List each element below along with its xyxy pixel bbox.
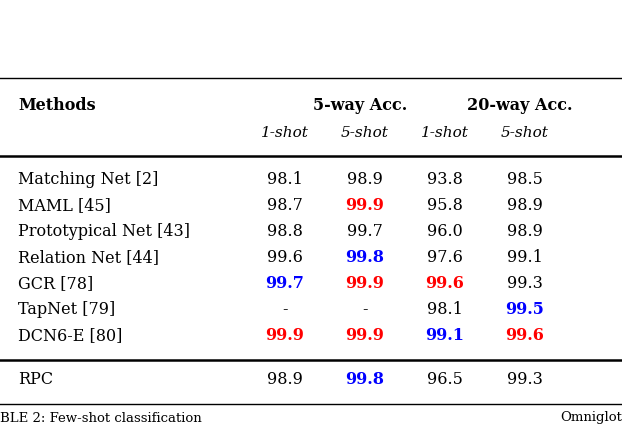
Text: 99.7: 99.7 [347, 223, 383, 241]
Text: 99.8: 99.8 [345, 250, 384, 267]
Text: 99.9: 99.9 [346, 276, 384, 292]
Text: 96.0: 96.0 [427, 223, 463, 241]
Text: TapNet [79]: TapNet [79] [18, 301, 115, 318]
Text: 98.9: 98.9 [347, 172, 383, 188]
Text: 98.8: 98.8 [267, 223, 303, 241]
Text: 98.9: 98.9 [267, 372, 303, 389]
Text: 99.9: 99.9 [346, 327, 384, 345]
Text: MAML [45]: MAML [45] [18, 197, 111, 214]
Text: 99.5: 99.5 [506, 301, 544, 318]
Text: 99.7: 99.7 [266, 276, 304, 292]
Text: Methods: Methods [18, 98, 96, 115]
Text: 5-shot: 5-shot [501, 126, 549, 140]
Text: 99.6: 99.6 [506, 327, 544, 345]
Text: 98.1: 98.1 [267, 172, 303, 188]
Text: 99.1: 99.1 [425, 327, 465, 345]
Text: BLE 2: Few-shot classification: BLE 2: Few-shot classification [0, 411, 202, 425]
Text: 95.8: 95.8 [427, 197, 463, 214]
Text: 99.9: 99.9 [346, 197, 384, 214]
Text: 99.6: 99.6 [425, 276, 465, 292]
Text: 96.5: 96.5 [427, 372, 463, 389]
Text: Matching Net [2]: Matching Net [2] [18, 172, 159, 188]
Text: 97.6: 97.6 [427, 250, 463, 267]
Text: 98.1: 98.1 [427, 301, 463, 318]
Text: DCN6-E [80]: DCN6-E [80] [18, 327, 123, 345]
Text: Relation Net [44]: Relation Net [44] [18, 250, 159, 267]
Text: RPC: RPC [18, 372, 53, 389]
Text: 98.5: 98.5 [507, 172, 543, 188]
Text: 98.9: 98.9 [507, 223, 543, 241]
Text: -: - [362, 301, 368, 318]
Text: 99.9: 99.9 [266, 327, 304, 345]
Text: 98.9: 98.9 [507, 197, 543, 214]
Text: 5-shot: 5-shot [341, 126, 389, 140]
Text: 93.8: 93.8 [427, 172, 463, 188]
Text: 99.1: 99.1 [507, 250, 543, 267]
Text: 1-shot: 1-shot [421, 126, 469, 140]
Text: 99.3: 99.3 [507, 276, 543, 292]
Text: 99.8: 99.8 [345, 372, 384, 389]
Text: 5-way Acc.: 5-way Acc. [313, 98, 407, 115]
Text: 1-shot: 1-shot [261, 126, 309, 140]
Text: GCR [78]: GCR [78] [18, 276, 93, 292]
Text: -: - [282, 301, 288, 318]
Text: 99.6: 99.6 [267, 250, 303, 267]
Text: 20-way Acc.: 20-way Acc. [467, 98, 573, 115]
Text: Prototypical Net [43]: Prototypical Net [43] [18, 223, 190, 241]
Text: 99.3: 99.3 [507, 372, 543, 389]
Text: 98.7: 98.7 [267, 197, 303, 214]
Text: Omniglot: Omniglot [560, 411, 622, 425]
